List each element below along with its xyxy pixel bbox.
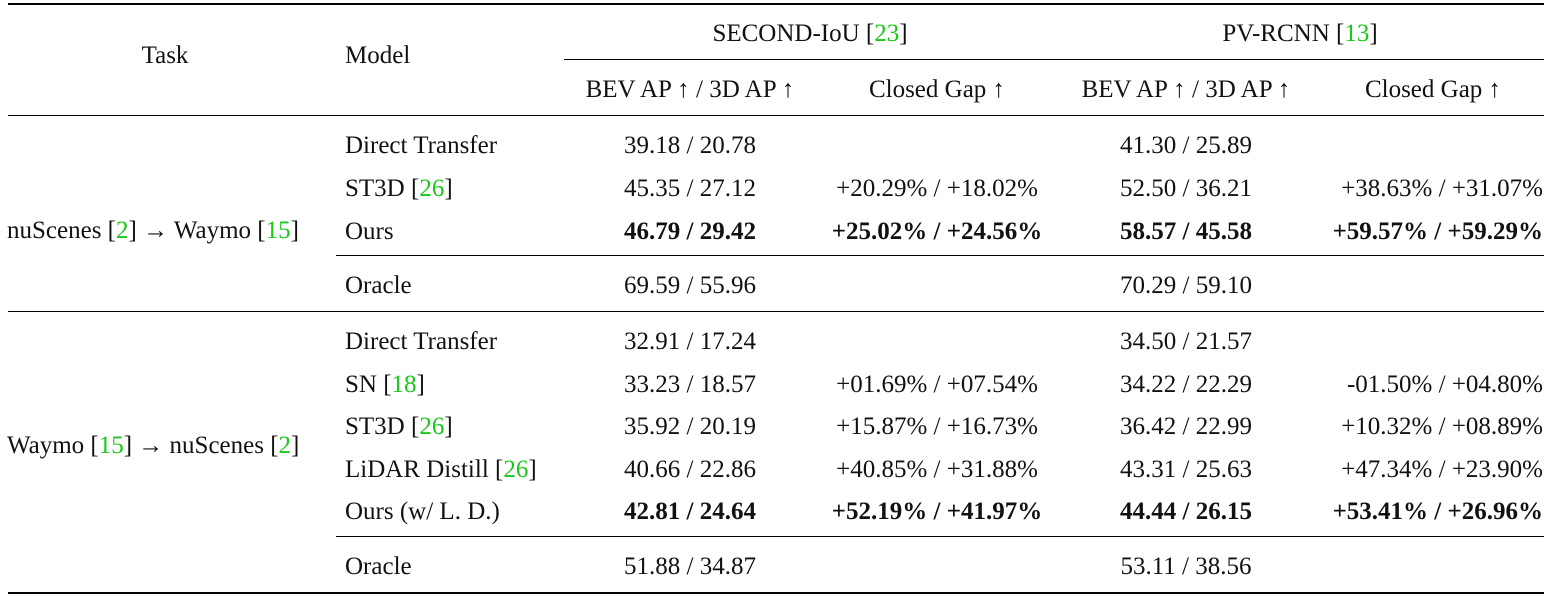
header-rule (8, 115, 1544, 116)
model-label: Direct Transfer (345, 328, 498, 355)
oracle1-rule (336, 255, 1544, 256)
model-label: Direct Transfer (345, 132, 498, 159)
citation-link[interactable]: 26 (419, 413, 445, 440)
citation-link[interactable]: 15 (98, 432, 124, 459)
oracle2-rule (336, 536, 1544, 537)
header-group-pv-rcnn: PV-RCNN [13] (1222, 20, 1378, 47)
model-label: SN (345, 370, 377, 398)
citation-link[interactable]: 26 (419, 175, 445, 202)
task-dst: Waymo (173, 217, 252, 244)
header-second-gap: Closed Gap ↑ (868, 76, 1006, 103)
second-ap-cell: 45.35 / 27.12 (624, 175, 756, 202)
citation-link[interactable]: 13 (1344, 20, 1370, 47)
group-name: SECOND-IoU (712, 20, 860, 47)
pv-gap-cell: -01.50% / +04.80% (1346, 370, 1543, 398)
model-name: Ours (345, 219, 394, 244)
pv-ap-cell: 52.50 / 36.21 (1120, 175, 1252, 202)
group-rule (564, 59, 1544, 60)
header-second-ap: BEV AP ↑ / 3D AP ↑ (585, 76, 795, 103)
model-name: Ours (w/ L. D.) (345, 499, 500, 524)
header-model: Model (345, 42, 411, 69)
oracle-pv-ap: 70.29 / 59.10 (1120, 272, 1252, 299)
task-label-2: Waymo [15] → nuScenes [2] (7, 432, 300, 459)
task-label-1: nuScenes [2] → Waymo [15] (7, 217, 299, 244)
model-name: ST3D [26] (345, 413, 453, 440)
pv-gap-cell: +10.32% / +08.89% (1341, 413, 1543, 440)
second-gap-cell: +40.85% / +31.88% (836, 455, 1038, 483)
pv-gap-cell: +38.63% / +31.07% (1341, 175, 1543, 202)
pv-ap-cell: 44.44 / 26.15 (1120, 498, 1252, 525)
pv-ap-cell: 34.22 / 22.29 (1120, 370, 1252, 398)
model-name: ST3D [26] (345, 175, 453, 202)
oracle-pv-ap: 53.11 / 38.56 (1120, 553, 1252, 580)
header-pv-ap: BEV AP ↑ / 3D AP ↑ (1081, 76, 1291, 103)
header-pv-gap: Closed Gap ↑ (1364, 76, 1502, 103)
section-rule (8, 311, 1544, 312)
citation-link[interactable]: 15 (265, 217, 291, 244)
second-ap-cell: 40.66 / 22.86 (624, 455, 756, 483)
task-dst: nuScenes (169, 432, 264, 459)
arrow-icon: → (143, 217, 169, 244)
model-label: Ours (w/ L. D.) (345, 498, 500, 525)
model-label: Ours (345, 218, 394, 245)
citation-link[interactable]: 23 (874, 20, 900, 47)
second-gap-cell: +15.87% / +16.73% (836, 413, 1038, 440)
oracle-second-ap: 69.59 / 55.96 (624, 272, 756, 299)
header-task: Task (141, 42, 189, 69)
group-name: PV-RCNN (1222, 20, 1330, 47)
model-name: Direct Transfer (345, 329, 497, 354)
oracle-model: Oracle (345, 272, 412, 299)
second-gap-cell: +20.29% / +18.02% (836, 175, 1038, 202)
oracle-model: Oracle (345, 553, 412, 580)
task-src: nuScenes (7, 217, 102, 244)
pv-ap-cell: 36.42 / 22.99 (1120, 413, 1252, 440)
citation-link[interactable]: 2 (116, 217, 129, 244)
second-ap-cell: 42.81 / 24.64 (624, 498, 756, 525)
citation-link[interactable]: 2 (278, 432, 292, 459)
citation-link[interactable]: 18 (391, 370, 417, 398)
pv-gap-cell: +53.41% / +26.96% (1332, 498, 1543, 525)
pv-ap-cell: 43.31 / 25.63 (1120, 455, 1252, 483)
model-name: Direct Transfer (345, 133, 497, 158)
second-ap-cell: 32.91 / 17.24 (624, 328, 756, 355)
pv-ap-cell: 58.57 / 45.58 (1120, 218, 1252, 245)
arrow-icon: → (138, 432, 164, 459)
pv-gap-cell: +59.57% / +59.29% (1332, 218, 1543, 245)
citation-link[interactable]: 26 (503, 455, 529, 483)
second-gap-cell: +52.19% / +41.97% (831, 498, 1043, 525)
model-label: ST3D (345, 175, 405, 202)
second-gap-cell: +25.02% / +24.56% (831, 218, 1043, 245)
task-src: Waymo (7, 432, 85, 459)
second-ap-cell: 39.18 / 20.78 (624, 132, 756, 159)
pv-ap-cell: 34.50 / 21.57 (1120, 328, 1252, 355)
model-name: LiDAR Distill [26] (345, 455, 537, 483)
model-name: SN [18] (345, 370, 425, 398)
second-gap-cell: +01.69% / +07.54% (836, 370, 1038, 398)
oracle-second-ap: 51.88 / 34.87 (624, 553, 756, 580)
model-label: ST3D (345, 413, 405, 440)
pv-gap-cell: +47.34% / +23.90% (1341, 455, 1543, 483)
second-ap-cell: 33.23 / 18.57 (624, 370, 756, 398)
pv-ap-cell: 41.30 / 25.89 (1120, 132, 1252, 159)
second-ap-cell: 46.79 / 29.42 (624, 218, 756, 245)
top-rule (8, 3, 1544, 5)
bottom-rule (8, 592, 1544, 594)
second-ap-cell: 35.92 / 20.19 (624, 413, 756, 440)
header-group-second-iou: SECOND-IoU [23] (712, 20, 908, 47)
model-label: LiDAR Distill (345, 455, 489, 483)
